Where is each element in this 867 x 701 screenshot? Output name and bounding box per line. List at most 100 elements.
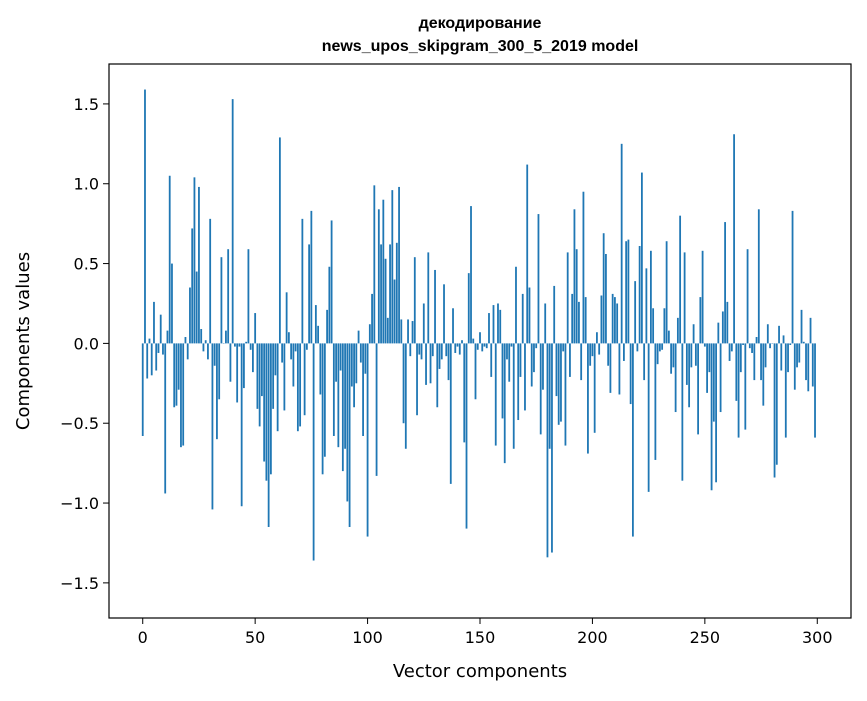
bar-265 xyxy=(738,343,740,437)
y-tick-label: 0.5 xyxy=(74,255,99,274)
bar-13 xyxy=(171,264,173,344)
bar-26 xyxy=(200,329,202,343)
bar-169 xyxy=(522,294,524,343)
bar-3 xyxy=(149,339,151,344)
bar-153 xyxy=(486,343,488,348)
bar-147 xyxy=(472,339,474,344)
bar-39 xyxy=(230,343,232,381)
bar-285 xyxy=(783,335,785,343)
bar-251 xyxy=(706,343,708,392)
bar-298 xyxy=(812,343,814,386)
bar-90 xyxy=(344,343,346,448)
bar-160 xyxy=(502,343,504,418)
bar-260 xyxy=(726,302,728,344)
bar-84 xyxy=(331,220,333,343)
bar-255 xyxy=(715,343,717,482)
bar-270 xyxy=(749,343,751,348)
bar-76 xyxy=(313,343,315,560)
bar-144 xyxy=(466,343,468,528)
bar-232 xyxy=(663,308,665,343)
bar-37 xyxy=(225,331,227,344)
bar-272 xyxy=(753,343,755,380)
bar-212 xyxy=(619,343,621,394)
bar-175 xyxy=(535,343,537,348)
bar-135 xyxy=(445,343,447,356)
bar-268 xyxy=(744,343,746,429)
bar-132 xyxy=(439,343,441,369)
bar-35 xyxy=(221,257,223,343)
bar-138 xyxy=(452,308,454,343)
bar-299 xyxy=(814,343,816,437)
bar-228 xyxy=(654,343,656,460)
bar-1 xyxy=(144,90,146,344)
bar-240 xyxy=(681,343,683,480)
bar-7 xyxy=(158,343,160,353)
bar-85 xyxy=(333,343,335,436)
bar-256 xyxy=(717,323,719,344)
bar-288 xyxy=(789,343,791,345)
bar-257 xyxy=(720,343,722,412)
bar-186 xyxy=(560,343,562,421)
x-tick-label: 50 xyxy=(245,628,265,647)
bar-64 xyxy=(286,292,288,343)
bar-179 xyxy=(544,303,546,343)
bar-74 xyxy=(308,244,310,343)
bar-264 xyxy=(735,343,737,400)
bar-195 xyxy=(580,343,582,380)
bar-295 xyxy=(805,343,807,380)
bar-117 xyxy=(405,343,407,448)
bar-162 xyxy=(506,343,508,359)
bar-102 xyxy=(371,294,373,343)
bar-164 xyxy=(511,343,513,346)
bar-136 xyxy=(448,343,450,380)
bar-196 xyxy=(583,192,585,344)
bar-57 xyxy=(270,343,272,474)
bar-218 xyxy=(632,343,634,536)
bar-78 xyxy=(317,326,319,344)
bar-290 xyxy=(794,343,796,389)
bar-52 xyxy=(259,343,261,426)
bar-155 xyxy=(490,343,492,377)
bar-87 xyxy=(337,343,339,447)
bar-278 xyxy=(767,324,769,343)
bar-112 xyxy=(394,280,396,344)
x-tick-label: 150 xyxy=(465,628,496,647)
bar-187 xyxy=(562,343,564,351)
y-axis-ticks: 1.51.00.50.0−0.5−1.0−1.5 xyxy=(60,95,109,593)
bar-215 xyxy=(625,241,627,343)
bar-266 xyxy=(740,343,742,372)
bar-70 xyxy=(299,343,301,426)
bar-200 xyxy=(592,343,594,356)
bar-116 xyxy=(403,343,405,423)
bar-248 xyxy=(699,297,701,343)
bar-194 xyxy=(578,302,580,344)
bar-211 xyxy=(616,303,618,343)
bar-101 xyxy=(369,324,371,343)
bar-172 xyxy=(529,288,531,344)
bar-130 xyxy=(434,270,436,343)
bar-154 xyxy=(488,313,490,343)
bar-107 xyxy=(382,200,384,344)
bars-layer xyxy=(142,90,816,561)
bar-65 xyxy=(288,332,290,343)
bar-279 xyxy=(769,343,771,348)
bar-38 xyxy=(227,249,229,343)
bar-42 xyxy=(236,343,238,402)
bar-210 xyxy=(614,297,616,343)
bar-206 xyxy=(605,254,607,343)
bar-75 xyxy=(310,211,312,344)
bar-22 xyxy=(191,228,193,343)
bar-293 xyxy=(801,310,803,344)
bar-239 xyxy=(679,216,681,344)
bar-203 xyxy=(598,343,600,354)
bar-114 xyxy=(398,187,400,343)
bar-234 xyxy=(668,331,670,344)
bar-224 xyxy=(645,268,647,343)
bar-287 xyxy=(787,343,789,372)
bar-217 xyxy=(630,343,632,404)
bar-180 xyxy=(547,343,549,557)
bar-50 xyxy=(254,313,256,343)
bar-123 xyxy=(418,343,420,354)
